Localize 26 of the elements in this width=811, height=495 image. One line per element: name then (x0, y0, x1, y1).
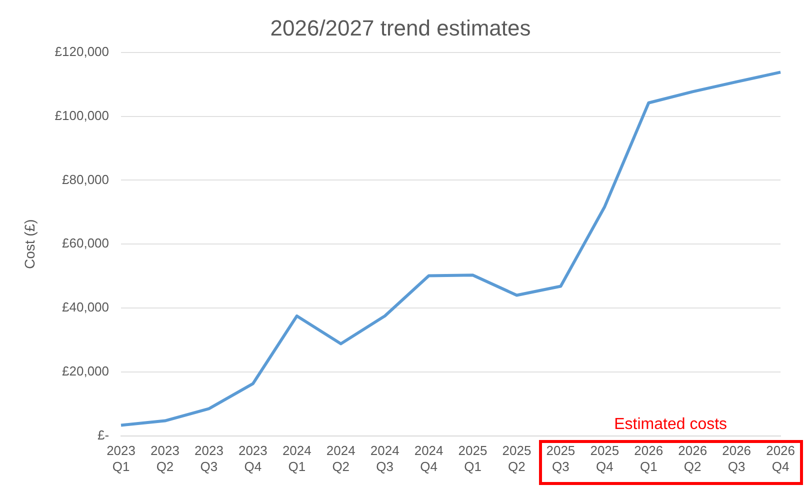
x-tick-label: 2024 Q1 (282, 443, 312, 474)
y-tick-label: £120,000 (54, 44, 110, 59)
x-tick-label: 2024 Q3 (370, 443, 400, 474)
x-tick-label: 2024 Q4 (414, 443, 444, 474)
y-axis-title: Cost (£) (21, 219, 38, 269)
y-tick-label: £- (97, 427, 110, 442)
x-tick-label: 2023 Q4 (238, 443, 268, 474)
x-tick-label: 2026 Q4 (766, 443, 795, 474)
x-tick-label: 2023 Q2 (150, 443, 180, 474)
x-tick-label: 2024 Q2 (326, 443, 356, 474)
annotation: Estimated costs (613, 416, 728, 434)
x-tick-label: 2025 Q2 (502, 443, 532, 474)
y-tick-label: £100,000 (54, 108, 110, 123)
x-tick-label: 2023 Q3 (194, 443, 224, 474)
y-tick-label: £80,000 (62, 172, 110, 187)
x-tick-label: 2026 Q2 (678, 443, 708, 474)
x-tick-label: 2025 Q4 (590, 443, 620, 474)
y-tick-label: £20,000 (62, 363, 110, 378)
y-tick-label: £60,000 (62, 236, 110, 251)
x-tick-label: 2026 Q3 (722, 443, 752, 474)
x-tick-label: 2026 Q1 (634, 443, 664, 474)
x-tick-label: 2023 Q1 (106, 443, 136, 474)
x-tick-label: 2025 Q1 (458, 443, 488, 474)
x-tick-label: 2025 Q3 (546, 443, 576, 474)
y-tick-label: £40,000 (62, 300, 110, 315)
chart-title: 2026/2027 trend estimates (270, 15, 531, 40)
